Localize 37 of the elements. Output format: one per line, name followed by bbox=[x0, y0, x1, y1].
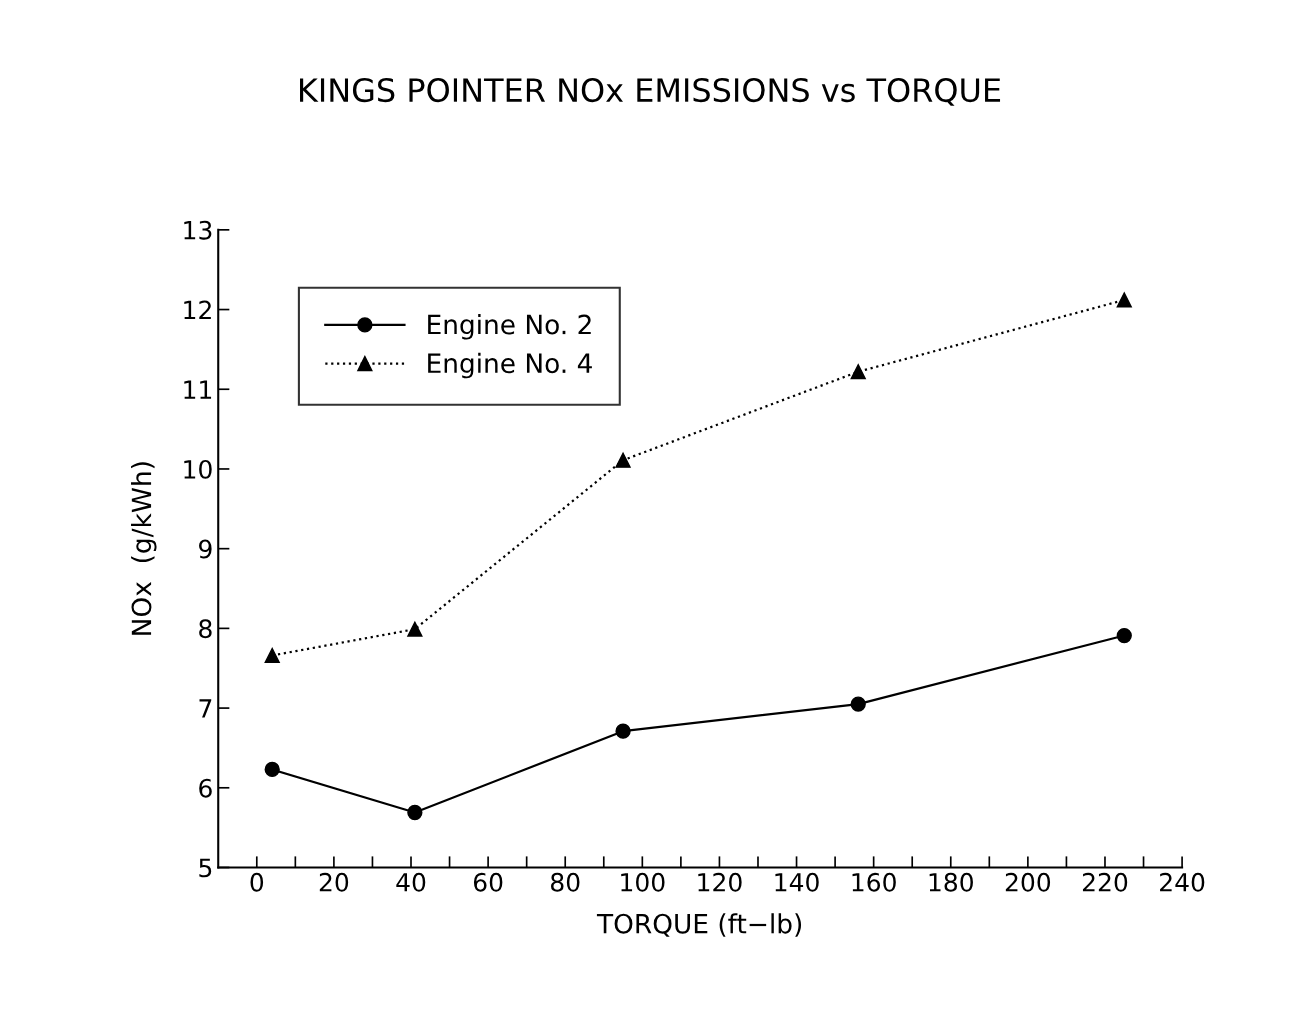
y-tick-label: 12 bbox=[184, 300, 211, 320]
y-tick-label: 6 bbox=[199, 778, 212, 798]
y-axis-title: NOx (g/kWh) bbox=[131, 462, 157, 635]
legend-label: Engine No. 2 bbox=[428, 314, 591, 340]
point bbox=[1116, 627, 1132, 644]
point bbox=[264, 647, 280, 664]
x-tick-label: 120 bbox=[698, 872, 742, 892]
point bbox=[850, 696, 866, 712]
x-tick-label: 220 bbox=[1082, 872, 1128, 892]
point bbox=[615, 723, 631, 739]
x-tick-label: 180 bbox=[929, 872, 973, 892]
point bbox=[407, 621, 423, 637]
x-tick-label: 160 bbox=[852, 872, 896, 892]
x-tick-label: 80 bbox=[551, 872, 580, 892]
y-tick-label: 9 bbox=[199, 539, 212, 559]
y-tick-label: 11 bbox=[184, 380, 212, 399]
point bbox=[1116, 292, 1132, 308]
x-tick-label: 60 bbox=[473, 872, 503, 892]
x-tick-label: 20 bbox=[319, 872, 349, 892]
x-tick-label: 0 bbox=[250, 872, 264, 892]
point bbox=[264, 761, 280, 778]
y-tick-label: 5 bbox=[199, 858, 212, 878]
x-tick-label: 200 bbox=[1005, 872, 1051, 892]
x-tick-label: 140 bbox=[775, 872, 819, 892]
legend-label: Engine No. 4 bbox=[428, 352, 592, 379]
point bbox=[850, 364, 866, 380]
point bbox=[407, 804, 423, 821]
y-tick-label: 8 bbox=[199, 619, 212, 639]
x-tick-label: 240 bbox=[1160, 872, 1205, 892]
x-axis-title: TORQUE (ft−lb) bbox=[596, 913, 802, 937]
y-tick-label: 10 bbox=[184, 459, 212, 479]
y-tick-label: 13 bbox=[184, 220, 212, 240]
x-tick-label: 100 bbox=[621, 872, 665, 892]
chart-title: KINGS POINTER NOx EMISSIONS vs TORQUE bbox=[300, 77, 1001, 106]
point bbox=[615, 452, 631, 468]
y-tick-label: 7 bbox=[199, 699, 212, 718]
x-tick-label: 40 bbox=[396, 872, 426, 892]
